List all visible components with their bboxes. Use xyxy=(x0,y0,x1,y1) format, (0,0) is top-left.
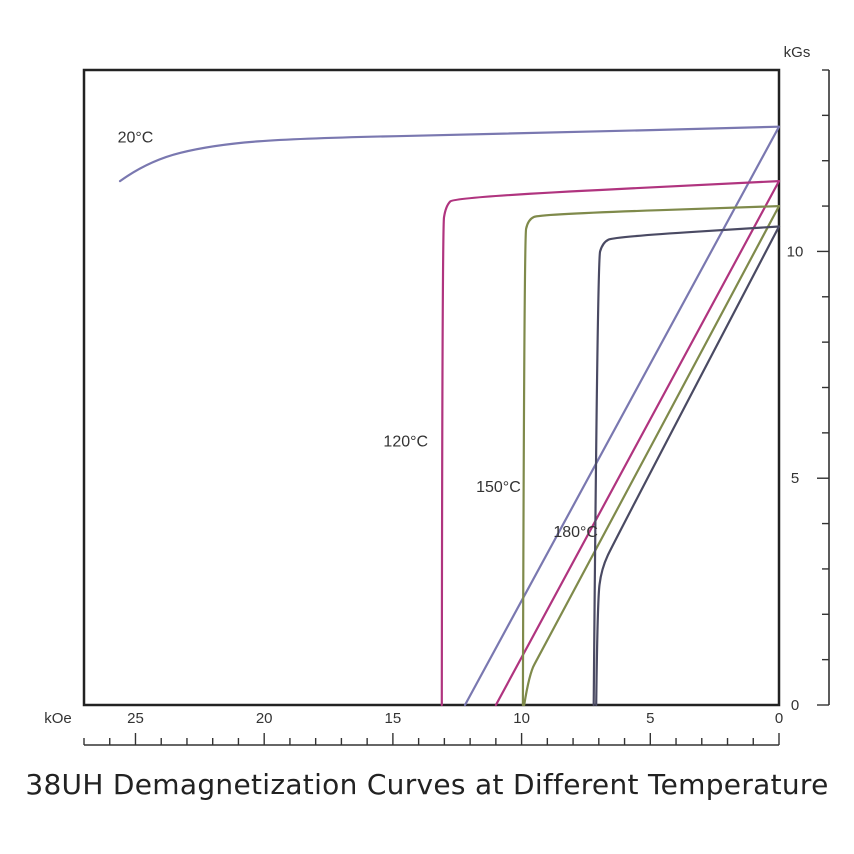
series-120CC-normal-curve xyxy=(494,180,781,707)
x-tick-label: 0 xyxy=(775,710,783,727)
series-120CC-intrinsic-curve xyxy=(440,180,781,707)
series-label: 180°C xyxy=(553,524,598,541)
series-180CC-intrinsic-curve xyxy=(592,225,781,707)
chart-caption: 38UH Demagnetization Curves at Different… xyxy=(25,768,829,801)
series-150CC-intrinsic-curve xyxy=(521,205,781,707)
x-unit-label: kOe xyxy=(44,710,72,727)
series-180CC-normal-curve xyxy=(595,225,781,707)
x-tick-label: 25 xyxy=(127,710,144,727)
series-150CC-normal-curve xyxy=(523,205,781,707)
x-tick-label: 15 xyxy=(385,710,402,727)
series-20CC-normal-curve xyxy=(463,125,781,707)
x-tick-label: 20 xyxy=(256,710,273,727)
series-20CC-intrinsic-curve xyxy=(118,125,781,183)
series-label: 20°C xyxy=(118,130,154,147)
y-tick-label: 10 xyxy=(787,243,804,260)
y-unit-label: kGs xyxy=(784,44,811,61)
y-tick-label: 5 xyxy=(791,470,799,487)
series-label: 150°C xyxy=(476,479,521,496)
series-label: 120°C xyxy=(383,433,428,450)
plot-frame xyxy=(82,68,781,707)
x-tick-label: 10 xyxy=(513,710,530,727)
y-tick-label: 0 xyxy=(791,697,799,714)
x-tick-label: 5 xyxy=(646,710,654,727)
